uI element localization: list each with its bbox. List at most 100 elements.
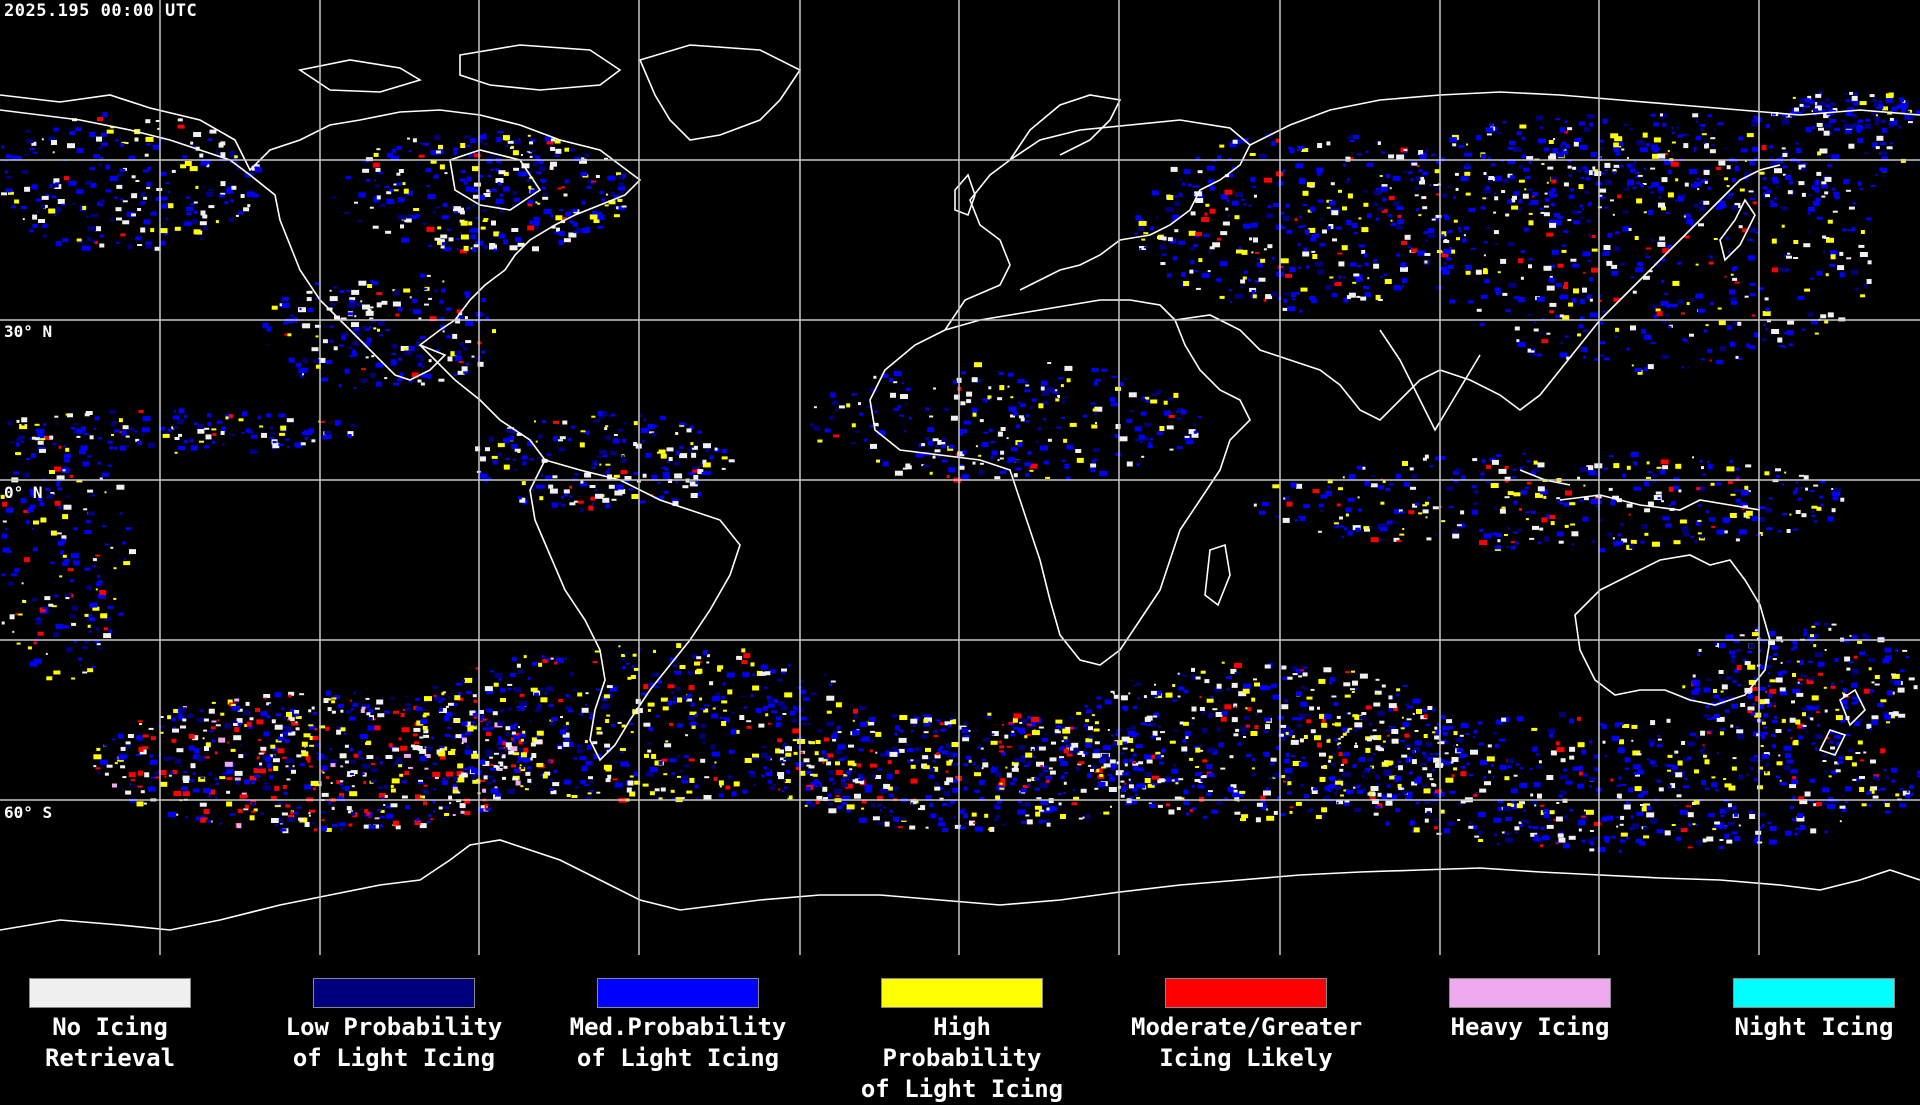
icing-pixel [284,730,291,736]
icing-pixel [816,795,823,801]
icing-pixel [846,807,852,813]
icing-pixel [256,765,262,769]
icing-pixel [308,814,311,817]
icing-pixel [613,760,618,763]
icing-pixel [392,289,396,292]
icing-pixel [73,423,79,426]
icing-pixel [1282,730,1287,733]
icing-pixel [1358,244,1365,248]
icing-pixel [116,484,125,490]
icing-pixel [205,434,212,440]
icing-pixel [731,791,737,797]
icing-pixel [128,427,135,431]
icing-pixel [1020,732,1026,735]
icing-pixel [1748,190,1754,193]
icing-pixel [440,316,445,321]
icing-pixel [1811,510,1814,513]
icing-pixel [1151,393,1158,397]
icing-pixel [1482,269,1488,275]
icing-pixel [216,420,223,424]
icing-pixel [435,150,441,154]
icing-pixel [65,594,72,597]
icing-pixel [308,709,312,713]
icing-pixel [1011,730,1015,733]
icing-pixel [1143,754,1151,760]
icing-pixel [1047,362,1052,364]
icing-pixel [1859,188,1863,191]
icing-pixel [792,718,797,723]
icing-pixel [622,438,627,443]
icing-pixel [704,776,710,779]
icing-pixel [1759,517,1766,523]
icing-pixel [990,456,994,459]
icing-pixel [787,795,793,800]
icing-pixel [424,767,429,770]
icing-pixel [200,210,206,216]
icing-pixel [830,392,836,398]
icing-pixel [110,546,114,549]
icing-pixel [1,533,7,538]
icing-pixel [1557,152,1565,158]
icing-pixel [542,658,549,663]
icing-pixel [218,737,226,743]
icing-pixel [921,464,925,467]
icing-pixel [1664,292,1669,295]
icing-pixel [263,694,271,698]
icing-pixel [469,710,476,716]
icing-pixel [49,137,54,140]
icing-pixel [778,788,781,791]
icing-pixel [879,788,887,794]
icing-pixel [228,414,233,419]
icing-pixel [590,182,595,185]
icing-pixel [1035,746,1040,750]
icing-pixel [1584,127,1591,133]
icing-pixel [604,157,608,160]
icing-pixel [917,807,923,810]
icing-pixel [1863,283,1868,288]
icing-pixel [1370,735,1378,740]
icing-pixel [1497,539,1501,543]
icing-pixel [1519,507,1522,511]
icing-pixel [511,657,517,662]
icing-pixel [247,204,251,208]
icing-pixel [653,649,656,653]
icing-pixel [695,481,699,485]
icing-pixel [222,771,229,776]
icing-pixel [562,724,569,730]
icing-pixel [1540,211,1545,214]
icing-pixel [1320,509,1323,512]
icing-pixel [378,334,383,337]
icing-pixel [29,504,36,509]
icing-pixel [651,753,657,759]
icing-pixel [806,764,812,767]
icing-pixel [263,755,271,761]
icing-pixel [683,764,690,768]
icing-pixel [1533,468,1540,473]
icing-pixel [1751,119,1754,122]
icing-pixel [226,769,234,775]
icing-pixel [1664,153,1669,156]
icing-pixel [1343,163,1347,167]
icing-pixel [1450,478,1453,481]
icing-pixel [865,721,871,726]
icing-pixel [1169,448,1174,451]
icing-pixel [425,745,430,748]
icing-pixel [295,727,300,731]
icing-pixel [1867,260,1872,265]
icing-pixel [1602,310,1606,313]
icing-pixel [197,428,205,434]
icing-pixel [215,782,219,785]
icing-pixel [1444,216,1450,221]
icing-pixel [744,758,752,763]
icing-pixel [492,711,498,716]
icing-pixel [298,307,306,313]
icing-pixel [945,770,949,773]
icing-pixel [1583,484,1586,487]
icing-pixel [339,792,344,798]
icing-pixel [12,630,15,633]
icing-pixel [70,614,76,619]
icing-pixel [511,204,514,207]
icing-pixel [29,437,32,440]
icing-pixel [39,502,45,507]
icing-pixel [34,437,40,441]
